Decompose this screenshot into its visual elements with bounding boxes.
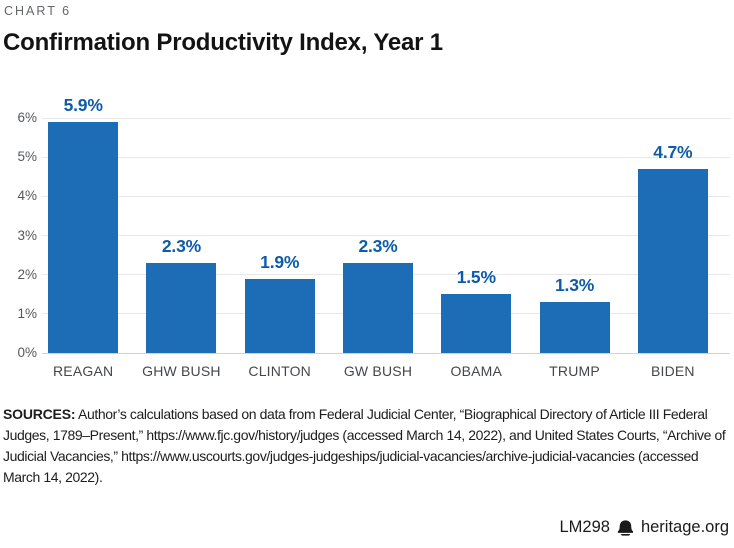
bar-value-label: 4.7% (653, 141, 693, 162)
bar (637, 168, 708, 353)
chart-kicker: CHART 6 (4, 4, 72, 18)
bar (244, 278, 315, 353)
footer-credit: LM298 heritage.org (559, 518, 729, 537)
bar-value-label: 1.3% (555, 275, 595, 296)
bar-value-label: 1.5% (456, 267, 496, 288)
bar (48, 121, 119, 353)
y-axis-tick-label: 3% (17, 227, 37, 243)
gridline (42, 156, 730, 158)
category-label: TRUMP (549, 363, 600, 379)
sources-text: Author’s calculations based on data from… (3, 406, 726, 485)
sources-label: SOURCES: (3, 406, 76, 422)
y-axis-tick-label: 5% (17, 149, 37, 165)
bar-value-label: 5.9% (63, 94, 103, 115)
category-label: GHW BUSH (142, 363, 221, 379)
gridline (42, 117, 730, 119)
page-title: Confirmation Productivity Index, Year 1 (3, 29, 443, 56)
bar-value-label: 1.9% (260, 251, 300, 272)
bar (539, 302, 610, 353)
bar (343, 262, 413, 353)
x-axis-baseline (42, 352, 730, 354)
category-label: REAGAN (52, 363, 114, 379)
y-axis-tick-label: 1% (17, 305, 37, 321)
y-axis-tick-label: 2% (17, 266, 37, 282)
y-axis-tick-label: 4% (17, 188, 37, 204)
category-label: GW BUSH (343, 363, 413, 379)
plot-area: 0% 1% 2% 3% 4% 5% 6% 5.9% REAGAN 2.3% GHW BUSH 1.9%… (17, 95, 730, 379)
category-label: OBAMA (450, 363, 503, 379)
bar (146, 262, 217, 353)
y-axis-tick-label: 6% (17, 110, 37, 125)
y-axis-tick-label: 0% (17, 345, 37, 360)
bar (441, 294, 512, 353)
credit-site: heritage.org (640, 518, 729, 536)
gridline (42, 195, 730, 197)
credit-code: LM298 (559, 518, 610, 536)
category-label: BIDEN (650, 363, 695, 379)
bar-value-label: 2.3% (358, 235, 398, 256)
liberty-bell-icon (617, 519, 634, 536)
gridline (42, 235, 730, 236)
sources-note: SOURCES: Author’s calculations based on … (3, 404, 727, 488)
bar-value-label: 2.3% (161, 235, 201, 256)
category-label: CLINTON (248, 363, 311, 379)
